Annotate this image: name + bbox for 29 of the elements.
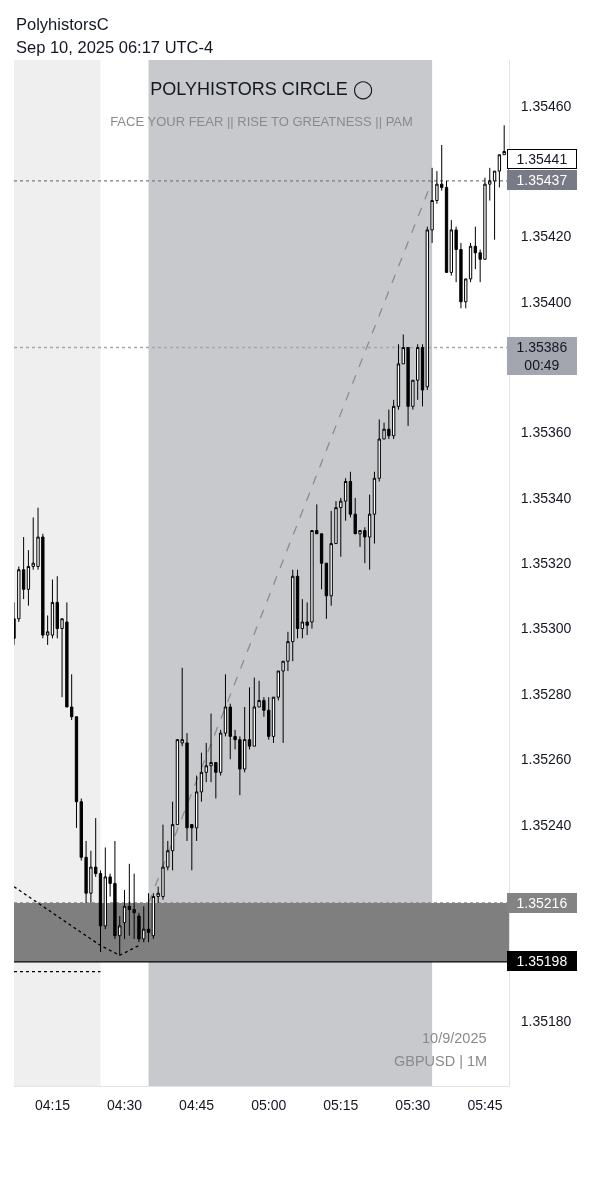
- annotation: 1.35441: [516, 151, 568, 167]
- text: FACE YOUR FEAR || RISE TO GREATNESS || PAM: [110, 113, 413, 129]
- x-tick-label: 05:00: [251, 1096, 287, 1113]
- x-tick-label: 04:15: [34, 1096, 71, 1113]
- y-tick-label: 1.35320: [520, 555, 572, 572]
- y-tick-label: 1.35240: [520, 816, 572, 833]
- annotation: GBPUSD | 1M: [394, 1053, 488, 1069]
- y-tick-label: 1.35360: [520, 424, 572, 441]
- x-tick-label: 05:15: [323, 1096, 359, 1113]
- text: POLYHISTORS CIRCLE ◯: [150, 79, 373, 101]
- x-tick-label: 05:30: [395, 1096, 431, 1113]
- y-tick-label: 1.35260: [520, 751, 572, 768]
- y-tick-label: 1.35180: [520, 1012, 572, 1029]
- y-tick-label: 1.35340: [520, 489, 572, 506]
- text: PolyhistorsC: [16, 15, 109, 33]
- ref-line-label: 1.35386 00:49: [516, 339, 568, 374]
- ref-line-label: 1.35216: [516, 895, 568, 911]
- x-tick-label: 04:45: [179, 1096, 215, 1113]
- y-tick-label: 1.35420: [520, 228, 572, 245]
- x-tick-label: 05:45: [467, 1096, 503, 1113]
- y-tick-label: 1.35460: [520, 97, 572, 114]
- ref-line-label: 1.35437: [516, 172, 568, 188]
- y-tick-label: 1.35280: [520, 685, 572, 702]
- annotation: 10/9/2025: [422, 1030, 487, 1046]
- y-tick-label: 1.35400: [520, 293, 572, 310]
- x-tick-label: 04:30: [107, 1096, 143, 1113]
- text: Sep 10, 2025 06:17 UTC-4: [16, 38, 214, 56]
- ref-line-label: 1.35198: [516, 953, 568, 969]
- y-tick-label: 1.35300: [520, 620, 572, 637]
